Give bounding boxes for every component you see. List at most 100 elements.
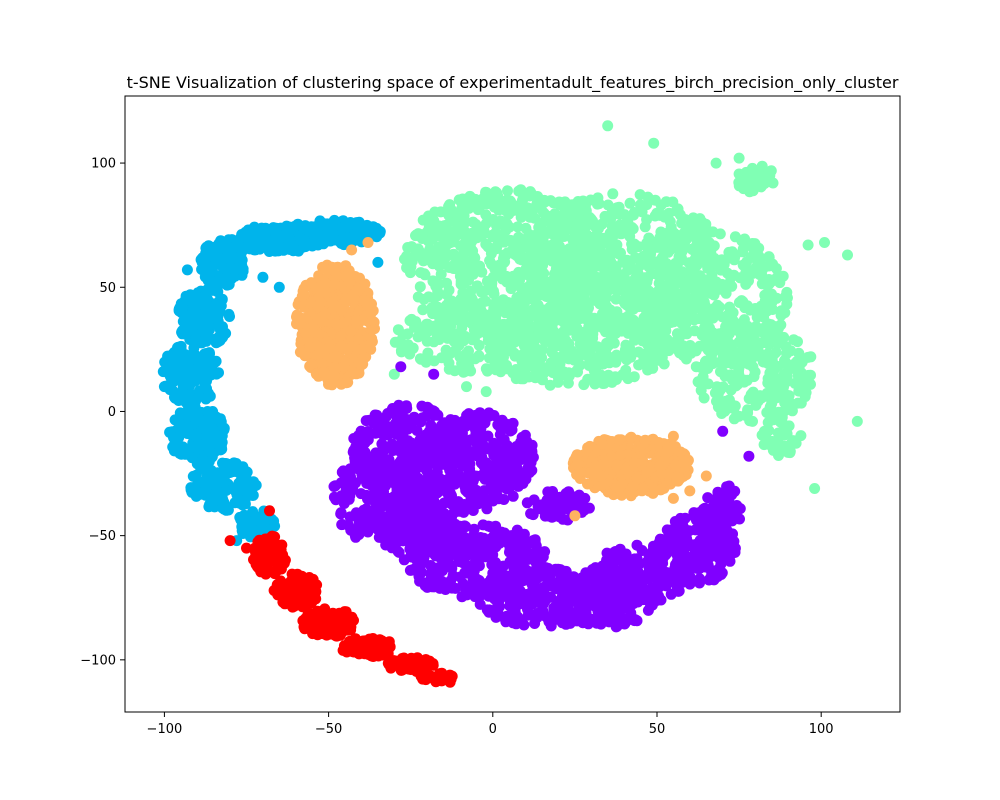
- scatter-point-2-4475: [351, 231, 363, 243]
- scatter-point-0-608: [519, 206, 531, 217]
- scatter-point-0-1023: [541, 291, 552, 302]
- scatter-point-0-2180: [480, 363, 492, 375]
- scatter-point-1-3707: [509, 591, 521, 603]
- scatter-point-0-1746: [777, 370, 789, 381]
- scatter-point-0-1524: [654, 262, 666, 273]
- scatter-point-0-1473: [691, 237, 703, 249]
- scatter-point-0-2294: [480, 386, 492, 398]
- scatter-point-0-1704: [728, 413, 740, 425]
- scatter-point-0-1494: [666, 239, 678, 250]
- scatter-point-1-2549: [393, 422, 404, 433]
- scatter-point-1-3453: [467, 573, 479, 585]
- scatter-point-0-526: [482, 241, 494, 253]
- scatter-point-0-588: [500, 225, 511, 237]
- scatter-point-1-4199: [708, 574, 720, 586]
- scatter-point-1-2725: [349, 455, 361, 467]
- scatter-point-1-2737: [376, 449, 388, 461]
- scatter-point-0-1304: [775, 309, 787, 321]
- scatter-point-0-373: [498, 249, 510, 261]
- scatter-point-0-594: [465, 196, 477, 207]
- scatter-point-1-2748: [400, 475, 412, 487]
- scatter-point-2-4617: [307, 238, 319, 250]
- scatter-point-0-579: [492, 263, 504, 275]
- scatter-point-0-2284: [782, 446, 794, 458]
- scatter-point-1-3893: [575, 588, 587, 600]
- scatter-point-0-1113: [593, 198, 605, 210]
- scatter-point-1-3450: [468, 523, 480, 535]
- scatter-point-0-2026: [645, 363, 656, 374]
- scatter-point-0-1520: [751, 311, 763, 323]
- scatter-point-0-1479: [763, 260, 775, 272]
- scatter-point-0-1149: [555, 292, 567, 304]
- scatter-point-1-2447: [360, 415, 372, 427]
- scatter-point-0-2186: [499, 325, 511, 337]
- scatter-point-1-3492: [526, 548, 538, 560]
- scatter-point-0-2188: [510, 319, 522, 331]
- scatter-point-0-1469: [763, 274, 775, 285]
- scatter-point-0-1458: [680, 318, 692, 330]
- scatter-point-1-3676: [519, 599, 531, 611]
- scatter-point-2-4480: [342, 220, 354, 232]
- scatter-point-0-1949: [600, 308, 612, 320]
- scatter-point-0-2248: [765, 176, 777, 188]
- scatter-point-0-1996: [563, 324, 575, 336]
- scatter-point-0-1067: [607, 225, 619, 237]
- scatter-point-1-4328: [428, 368, 440, 380]
- scatter-point-1-4194: [675, 527, 687, 539]
- scatter-point-0-2124: [550, 334, 562, 346]
- scatter-point-0-1112: [574, 296, 586, 308]
- scatter-point-0-1716: [781, 348, 793, 360]
- scatter-point-0-2204: [472, 303, 484, 315]
- scatter-point-0-2018: [579, 326, 590, 338]
- scatter-point-1-3692: [522, 609, 534, 621]
- scatter-point-0-622: [524, 190, 536, 202]
- scatter-point-0-1013: [557, 248, 569, 260]
- scatter-point-2-4742: [216, 253, 228, 265]
- scatter-point-1-3211: [435, 451, 447, 463]
- scatter-point-1-2755: [344, 511, 356, 523]
- scatter-point-0-1136: [525, 239, 537, 251]
- scatter-point-0-1021: [596, 218, 608, 230]
- scatter-point-1-3215: [425, 429, 437, 440]
- scatter-point-0-705: [529, 285, 540, 297]
- scatter-point-0-501: [432, 279, 444, 291]
- scatter-point-0-633: [441, 239, 453, 251]
- scatter-point-0-1737: [766, 390, 778, 402]
- scatter-point-0-1448: [690, 361, 702, 373]
- scatter-point-1-3495: [518, 540, 530, 552]
- scatter-point-0-627: [452, 209, 463, 221]
- scatter-point-1-3213: [451, 476, 463, 488]
- scatter-point-0-1745: [775, 380, 787, 392]
- scatter-point-0-953: [607, 188, 619, 200]
- scatter-point-0-1105: [532, 232, 544, 244]
- scatter-point-2-4622: [305, 225, 317, 237]
- scatter-point-0-2296: [819, 237, 830, 248]
- scatter-point-1-4186: [718, 554, 730, 566]
- scatter-point-0-2021: [595, 345, 607, 357]
- scatter-point-0-1038: [578, 235, 590, 247]
- scatter-point-0-1991: [538, 367, 550, 379]
- scatter-point-1-2730: [328, 481, 340, 492]
- scatter-point-1-4203: [669, 516, 681, 527]
- scatter-point-1-4159: [727, 542, 738, 554]
- scatter-point-1-2551: [400, 400, 412, 412]
- scatter-point-1-3878: [574, 578, 586, 590]
- scatter-point-1-4326: [579, 492, 591, 504]
- scatter-point-0-2249: [740, 174, 752, 185]
- scatter-point-0-648: [416, 229, 428, 241]
- scatter-point-0-1982: [638, 331, 650, 343]
- scatter-point-0-1447: [668, 273, 680, 285]
- scatter-point-2-4881: [207, 304, 219, 316]
- scatter-point-0-1438: [697, 225, 709, 237]
- scatter-point-0-2201: [447, 328, 459, 340]
- scatter-point-0-2022: [585, 357, 597, 369]
- scatter-point-0-1958: [562, 307, 574, 319]
- scatter-point-0-2053: [417, 304, 429, 316]
- scatter-point-0-1743: [756, 337, 768, 349]
- scatter-point-1-3185: [485, 409, 497, 421]
- scatter-point-1-3222: [474, 426, 485, 438]
- scatter-point-1-3712: [494, 588, 506, 599]
- scatter-point-1-4262: [734, 503, 746, 515]
- scatter-point-0-616: [539, 196, 551, 208]
